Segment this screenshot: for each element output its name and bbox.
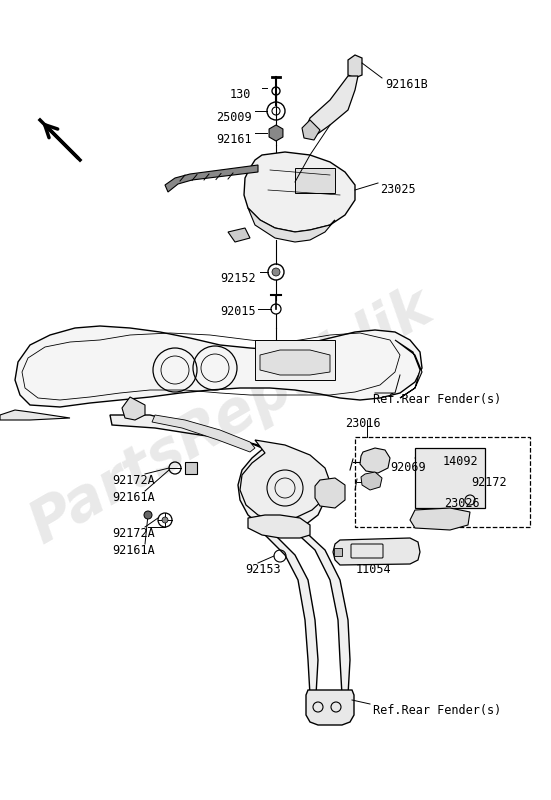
Text: 25009: 25009 [216, 111, 252, 124]
Polygon shape [305, 76, 358, 135]
Polygon shape [110, 415, 325, 530]
Polygon shape [258, 528, 318, 695]
Polygon shape [248, 208, 335, 242]
FancyBboxPatch shape [334, 548, 342, 556]
Polygon shape [306, 690, 354, 725]
Text: 92069: 92069 [390, 461, 425, 474]
FancyBboxPatch shape [295, 168, 335, 193]
Polygon shape [260, 350, 330, 375]
Polygon shape [244, 152, 355, 232]
FancyBboxPatch shape [185, 462, 197, 474]
Polygon shape [410, 508, 470, 530]
Text: 14092: 14092 [443, 455, 479, 468]
Polygon shape [348, 55, 362, 78]
Text: 92172A: 92172A [112, 527, 155, 540]
Text: 92172: 92172 [471, 476, 506, 489]
Text: Ref.Rear Fender(s): Ref.Rear Fender(s) [373, 393, 501, 406]
Text: 92152: 92152 [220, 272, 256, 285]
Text: Ref.Rear Fender(s): Ref.Rear Fender(s) [373, 704, 501, 717]
Text: 92161A: 92161A [112, 491, 155, 504]
Polygon shape [248, 515, 310, 538]
Polygon shape [122, 397, 145, 420]
Circle shape [272, 129, 280, 137]
Text: 23025: 23025 [380, 183, 415, 196]
Polygon shape [240, 440, 330, 520]
Text: 130: 130 [230, 88, 251, 101]
FancyBboxPatch shape [255, 340, 335, 380]
Polygon shape [152, 415, 255, 452]
Text: 92015: 92015 [220, 305, 256, 318]
Text: 92161: 92161 [216, 133, 252, 146]
Polygon shape [165, 165, 258, 192]
Circle shape [272, 268, 280, 276]
Polygon shape [360, 448, 390, 473]
Polygon shape [415, 448, 485, 508]
Text: 11054: 11054 [356, 563, 392, 576]
Circle shape [162, 517, 168, 523]
Polygon shape [302, 120, 320, 140]
Text: PartsRepublik: PartsRepublik [20, 278, 443, 554]
Polygon shape [15, 326, 422, 407]
Polygon shape [361, 472, 382, 490]
Text: 23016: 23016 [345, 417, 381, 430]
Text: 92172A: 92172A [112, 474, 155, 487]
Polygon shape [315, 478, 345, 508]
Circle shape [144, 511, 152, 519]
Text: 92161A: 92161A [112, 544, 155, 557]
Polygon shape [395, 340, 422, 398]
Text: 92153: 92153 [245, 563, 280, 576]
Polygon shape [269, 125, 283, 141]
Text: 92161B: 92161B [385, 78, 428, 91]
Text: 23026: 23026 [444, 497, 479, 510]
Polygon shape [285, 525, 350, 695]
Polygon shape [0, 410, 70, 420]
Polygon shape [228, 228, 250, 242]
Polygon shape [333, 538, 420, 565]
